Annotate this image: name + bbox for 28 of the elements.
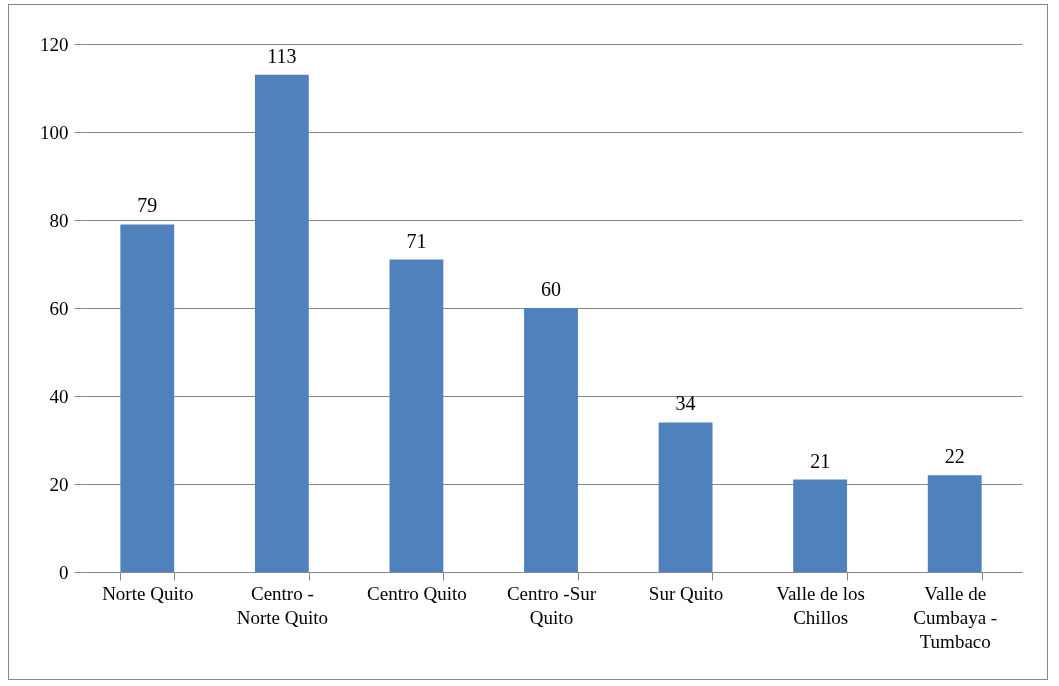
data-label: 71 [406, 229, 427, 252]
data-label: 34 [675, 392, 696, 415]
data-label: 113 [267, 44, 297, 67]
x-tick-label: Valle de Cumbaya - Tumbaco [913, 582, 998, 652]
x-tick-label: Centro - Norte Quito [236, 582, 329, 628]
y-tick-label: 120 [40, 33, 69, 55]
x-tick-label: Centro -Sur Quito [506, 582, 597, 628]
bar [120, 224, 175, 572]
y-tick-label: 60 [49, 297, 69, 319]
bar [793, 479, 848, 572]
bar [658, 422, 713, 572]
bar [927, 475, 982, 572]
x-tick-label: Centro Quito [367, 582, 467, 604]
bar [254, 74, 309, 572]
data-label: 79 [137, 194, 158, 217]
bar [524, 308, 578, 572]
y-tick-label: 100 [40, 121, 69, 143]
x-tick-label: Norte Quito [102, 582, 194, 604]
data-label: 22 [944, 445, 965, 468]
y-tick-label: 40 [49, 385, 69, 407]
data-label: 21 [810, 449, 831, 472]
x-tick-label: Sur Quito [648, 582, 724, 604]
y-tick-label: 20 [49, 473, 69, 495]
x-tick-label: Valle de los Chillos [776, 582, 865, 628]
y-tick-label: 80 [49, 209, 69, 231]
data-label: 60 [541, 278, 561, 300]
bar [389, 259, 444, 572]
y-tick-label: 0 [59, 561, 69, 583]
